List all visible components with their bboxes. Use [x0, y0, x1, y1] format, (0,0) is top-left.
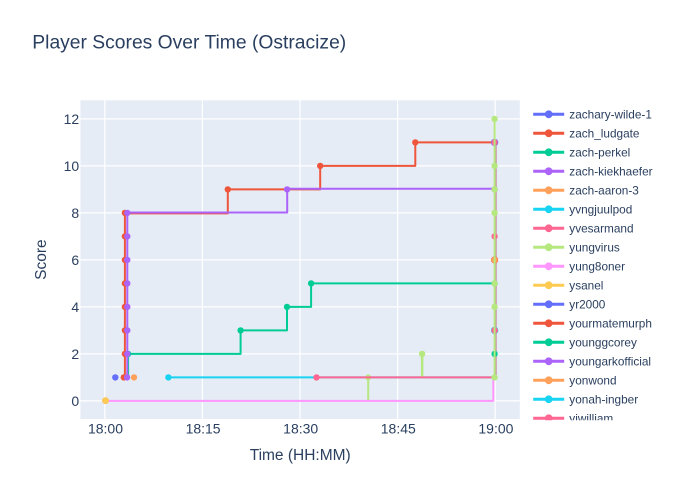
- svg-text:18:45: 18:45: [381, 421, 416, 437]
- svg-text:yourmatemurph: yourmatemurph: [569, 317, 652, 331]
- svg-text:12: 12: [64, 111, 80, 127]
- svg-text:Score: Score: [33, 239, 50, 280]
- svg-text:ysanel: ysanel: [569, 279, 603, 293]
- svg-text:yvngjuulpod: yvngjuulpod: [569, 203, 632, 217]
- svg-text:yung8oner: yung8oner: [569, 260, 625, 274]
- svg-text:2: 2: [71, 346, 79, 362]
- svg-text:zach-perkel: zach-perkel: [569, 146, 630, 160]
- svg-text:4: 4: [71, 299, 79, 315]
- svg-text:yonah-ingber: yonah-ingber: [569, 393, 638, 407]
- svg-text:Player Scores Over Time (Ostra: Player Scores Over Time (Ostracize): [32, 32, 346, 53]
- svg-text:10: 10: [64, 158, 80, 174]
- svg-text:yvesarmand: yvesarmand: [569, 222, 633, 236]
- svg-text:yungvirus: yungvirus: [569, 241, 620, 255]
- svg-text:zach-aaron-3: zach-aaron-3: [569, 184, 639, 198]
- svg-text:yonwond: yonwond: [569, 374, 616, 388]
- svg-text:yiwilliam: yiwilliam: [569, 412, 613, 426]
- svg-text:18:30: 18:30: [283, 421, 318, 437]
- svg-text:19:00: 19:00: [478, 421, 513, 437]
- svg-text:Time (HH:MM): Time (HH:MM): [250, 447, 351, 464]
- svg-text:18:00: 18:00: [88, 421, 123, 437]
- svg-text:youngarkofficial: youngarkofficial: [569, 355, 651, 369]
- svg-text:8: 8: [71, 205, 79, 221]
- svg-text:younggcorey: younggcorey: [569, 336, 637, 350]
- svg-text:zach-kiekhaefer: zach-kiekhaefer: [569, 165, 652, 179]
- svg-text:zachary-wilde-1: zachary-wilde-1: [569, 108, 652, 122]
- svg-text:0: 0: [71, 393, 79, 409]
- svg-text:yr2000: yr2000: [569, 298, 606, 312]
- svg-text:6: 6: [71, 252, 79, 268]
- svg-text:18:15: 18:15: [186, 421, 221, 437]
- svg-text:zach_ludgate: zach_ludgate: [569, 127, 640, 141]
